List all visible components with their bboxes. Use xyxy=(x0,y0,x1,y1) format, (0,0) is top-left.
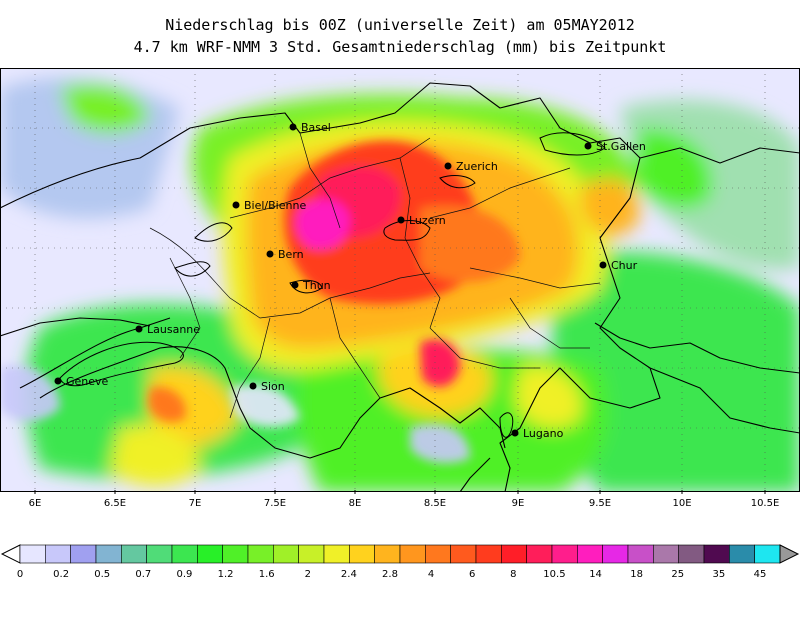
colorbar-label: 0.2 xyxy=(53,569,69,580)
colorbar-swatch xyxy=(551,544,578,564)
lon-label-7e: 7E xyxy=(189,498,202,509)
map-title: Niederschlag bis 00Z (universelle Zeit) … xyxy=(165,16,635,34)
colorbar-swatch xyxy=(197,544,223,564)
colorbar-label: 1.2 xyxy=(218,569,234,580)
city-luzern: Luzern xyxy=(397,214,446,227)
city-bern: Bern xyxy=(266,248,304,261)
colorbar-swatch xyxy=(273,544,299,564)
colorbar-label: 0.9 xyxy=(176,569,192,580)
colorbar-swatch xyxy=(95,544,122,564)
colorbar-swatch xyxy=(70,544,97,564)
city-markers: Basel St.Gallen Zuerich Biel/Bienne Luze… xyxy=(54,121,646,440)
colorbar-label: 4 xyxy=(428,569,434,580)
city-zuerich: Zuerich xyxy=(444,160,498,173)
colorbar-swatch xyxy=(222,544,249,564)
lon-label-6e: 6E xyxy=(29,498,42,509)
colorbar-swatch xyxy=(374,544,401,564)
colorbar-label: 0.7 xyxy=(135,569,151,580)
colorbar-label: 2 xyxy=(305,569,311,580)
svg-text:Luzern: Luzern xyxy=(409,214,446,227)
city-basel: Basel xyxy=(289,121,331,134)
colorbar-label: 10.5 xyxy=(543,569,565,580)
colorbar-swatch xyxy=(19,544,46,564)
colorbar-swatch xyxy=(298,544,325,564)
colorbar-swatch xyxy=(171,544,198,564)
colorbar-swatch xyxy=(475,544,502,564)
colorbar-swatch xyxy=(450,544,477,564)
colorbar-swatch xyxy=(653,544,679,564)
svg-text:Lausanne: Lausanne xyxy=(147,323,200,336)
colorbar-label: 14 xyxy=(589,569,602,580)
colorbar-label: 2.4 xyxy=(341,569,357,580)
svg-text:St.Gallen: St.Gallen xyxy=(596,140,646,153)
colorbar-label: 6 xyxy=(469,569,475,580)
lon-label-8e: 8E xyxy=(349,498,362,509)
colorbar-swatch xyxy=(703,544,730,564)
colorbar-swatch xyxy=(425,544,451,564)
colorbar-label: 2.8 xyxy=(382,569,398,580)
lon-label-10e: 10E xyxy=(672,498,691,509)
colorbar-swatch xyxy=(577,544,603,564)
precipitation-field xyxy=(0,77,800,492)
city-geneve: Geneve xyxy=(54,375,109,388)
colorbar-label: 0.5 xyxy=(94,569,110,580)
colorbar-label: 1.6 xyxy=(259,569,275,580)
lon-label-9-5e: 9.5E xyxy=(589,498,611,509)
colorbar-swatch xyxy=(526,544,553,564)
lon-label-8-5e: 8.5E xyxy=(424,498,446,509)
map-gridlines xyxy=(0,68,800,492)
colorbar-swatch xyxy=(627,544,654,564)
colorbar-label: 45 xyxy=(754,569,767,580)
svg-text:Geneve: Geneve xyxy=(66,375,109,388)
colorbar-swatch xyxy=(602,544,629,564)
svg-text:Thun: Thun xyxy=(302,279,331,292)
svg-text:Zuerich: Zuerich xyxy=(456,160,498,173)
map-subtitle: 4.7 km WRF-NMM 3 Std. Gesamtniederschlag… xyxy=(133,38,667,56)
colorbar-swatch xyxy=(146,544,173,564)
colorbar-label: 35 xyxy=(713,569,726,580)
precipitation-colorbar: 0 0.2 0.5 0.7 0.9 1.2 1.6 2 2.4 2.8 4 6 8 10.5 14 18 25 3… xyxy=(0,544,800,580)
svg-text:Biel/Bienne: Biel/Bienne xyxy=(244,199,306,212)
city-lausanne: Lausanne xyxy=(135,323,200,336)
canton-borders xyxy=(149,132,601,419)
colorbar-max-arrow xyxy=(779,544,800,564)
colorbar-swatch xyxy=(45,544,71,564)
colorbar-swatch xyxy=(399,544,426,564)
precipitation-map: Basel St.Gallen Zuerich Biel/Bienne Luze… xyxy=(0,68,800,492)
colorbar-swatch xyxy=(501,544,527,564)
colorbar-swatch xyxy=(323,544,350,564)
colorbar-swatch xyxy=(349,544,375,564)
svg-text:Chur: Chur xyxy=(611,259,638,272)
colorbar-swatch xyxy=(121,544,147,564)
city-thun: Thun xyxy=(291,279,331,292)
city-sion: Sion xyxy=(249,380,285,393)
colorbar-swatch xyxy=(678,544,705,564)
lon-label-6-5e: 6.5E xyxy=(104,498,126,509)
svg-text:Bern: Bern xyxy=(278,248,304,261)
svg-text:Lugano: Lugano xyxy=(523,427,564,440)
svg-text:Sion: Sion xyxy=(261,380,285,393)
lakes xyxy=(59,132,606,438)
lon-label-10-5e: 10.5E xyxy=(751,498,780,509)
country-borders xyxy=(0,82,800,492)
colorbar-swatch xyxy=(754,544,781,564)
svg-text:Basel: Basel xyxy=(301,121,331,134)
colorbar-min-arrow xyxy=(0,544,21,564)
city-lugano: Lugano xyxy=(511,427,564,440)
colorbar-swatch xyxy=(247,544,274,564)
colorbar-label: 0 xyxy=(17,569,23,580)
colorbar-label: 18 xyxy=(630,569,643,580)
city-st-gallen: St.Gallen xyxy=(584,140,646,153)
colorbar-swatch xyxy=(729,544,755,564)
longitude-axis: 6E 6.5E 7E 7.5E 8E 8.5E 9E 9.5E 10E 10.5… xyxy=(29,490,780,509)
colorbar-label: 8 xyxy=(510,569,516,580)
city-chur: Chur xyxy=(599,259,638,272)
colorbar-label: 25 xyxy=(671,569,684,580)
lon-label-7-5e: 7.5E xyxy=(264,498,286,509)
city-biel-bienne: Biel/Bienne xyxy=(232,199,306,212)
lon-label-9e: 9E xyxy=(512,498,525,509)
